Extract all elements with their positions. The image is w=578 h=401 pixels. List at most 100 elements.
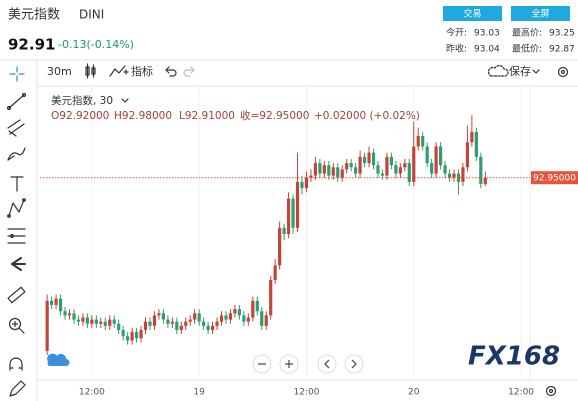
candle-body: [412, 146, 416, 182]
candle-body: [224, 315, 228, 320]
candle-body: [394, 165, 398, 174]
candle-body: [438, 146, 443, 166]
candle-body: [121, 330, 125, 337]
indicator-icon[interactable]: [109, 65, 129, 77]
candle-body: [219, 315, 224, 322]
candle-body: [108, 319, 112, 326]
price-label: 92.95000: [533, 174, 576, 184]
save[interactable]: 保存: [509, 64, 531, 78]
x-tick-label: 12:00: [79, 388, 105, 398]
candle-body: [322, 165, 326, 174]
watermark: FX168: [468, 342, 560, 372]
candle-body: [166, 319, 170, 324]
indicators[interactable]: 指标: [131, 64, 153, 78]
candle-body: [72, 313, 76, 320]
candle-body: [67, 313, 72, 316]
candle-body: [130, 332, 134, 341]
stat-value: 92.87: [549, 45, 575, 55]
candle-body: [193, 313, 197, 320]
candle-body: [291, 198, 295, 228]
candle-body: [295, 181, 300, 228]
legend-high: H92.98000: [114, 110, 172, 122]
title: 美元指数: [8, 8, 60, 23]
candle-body: [349, 163, 353, 168]
candle-body: [278, 227, 282, 266]
candle-body: [304, 177, 309, 189]
candle-body: [246, 317, 250, 322]
candle-body: [434, 146, 438, 174]
settings-icon[interactable]: [557, 66, 569, 78]
candle-body: [461, 167, 465, 182]
candle-body: [483, 177, 487, 184]
stat-value: 93.03: [474, 29, 500, 39]
candle-body: [251, 300, 255, 318]
candle-body: [99, 321, 103, 324]
candle-body: [103, 321, 107, 326]
candle-body: [362, 156, 367, 164]
legend-open: O92.92000: [51, 110, 109, 122]
plot: [40, 86, 530, 380]
candle-body: [398, 167, 402, 174]
candle-type-icon[interactable]: [85, 63, 96, 79]
symbol: DINI: [79, 8, 104, 22]
price: 92.91: [8, 36, 55, 54]
chart-settings-icon[interactable]: [545, 385, 557, 397]
candle-body: [197, 313, 201, 322]
candle-body: [255, 300, 259, 312]
candle-body: [345, 163, 349, 170]
candle-body: [184, 321, 188, 326]
candle-body: [134, 332, 139, 339]
redo-icon[interactable]: [183, 66, 195, 77]
candle-body: [479, 156, 483, 184]
candle-body: [340, 169, 344, 178]
stat-label: 今开:: [446, 27, 467, 39]
cloud-icon[interactable]: [487, 65, 509, 77]
candle-body: [309, 175, 313, 178]
candle-body: [233, 309, 237, 314]
candle-body: [117, 323, 121, 331]
legend-close: 收=92.95000: [240, 109, 309, 122]
fullscreen-button-label[interactable]: 全屏: [531, 8, 549, 20]
trade-button[interactable]: [443, 6, 502, 21]
candle-body: [385, 156, 389, 176]
candle-body: [318, 163, 322, 174]
logo-icon: [47, 353, 70, 366]
x-tick-label: 12:00: [508, 388, 534, 398]
legend-menu-icon[interactable]: [121, 98, 129, 103]
price-label-box: [531, 171, 578, 185]
candle-body: [210, 325, 215, 331]
candle-body: [90, 319, 94, 324]
legend-name: 美元指数, 30: [51, 94, 113, 107]
candle-body: [465, 142, 470, 168]
candle-body: [286, 198, 291, 235]
drawing-tools[interactable]: [6, 66, 27, 397]
x-tick-label: 12:00: [293, 388, 319, 398]
candle-body: [447, 173, 452, 178]
candle-body: [421, 135, 425, 147]
undo-icon[interactable]: [165, 66, 177, 77]
candle-body: [112, 319, 116, 324]
candle-body: [336, 167, 340, 178]
candle-body: [403, 163, 407, 168]
candle-body: [470, 131, 474, 143]
stat-label: 昨收:: [446, 43, 467, 55]
candle-body: [81, 317, 85, 322]
candle-body: [371, 152, 376, 166]
save-menu-icon[interactable]: [532, 69, 540, 74]
trade-button-label[interactable]: 交易: [463, 8, 481, 20]
stat-value: 93.04: [474, 45, 500, 55]
candle-body: [376, 165, 380, 174]
candle-body: [282, 227, 286, 235]
candle-body: [425, 146, 429, 164]
candle-body: [179, 325, 183, 331]
zoom-controls[interactable]: [252, 354, 364, 374]
candle-body: [148, 321, 152, 326]
candle-body: [380, 173, 385, 176]
interval[interactable]: 30m: [47, 65, 72, 78]
candle-body: [215, 321, 219, 326]
candle-body: [85, 317, 89, 324]
candle-body: [50, 300, 54, 305]
candle-body: [354, 167, 358, 174]
fullscreen-button[interactable]: [511, 6, 570, 21]
